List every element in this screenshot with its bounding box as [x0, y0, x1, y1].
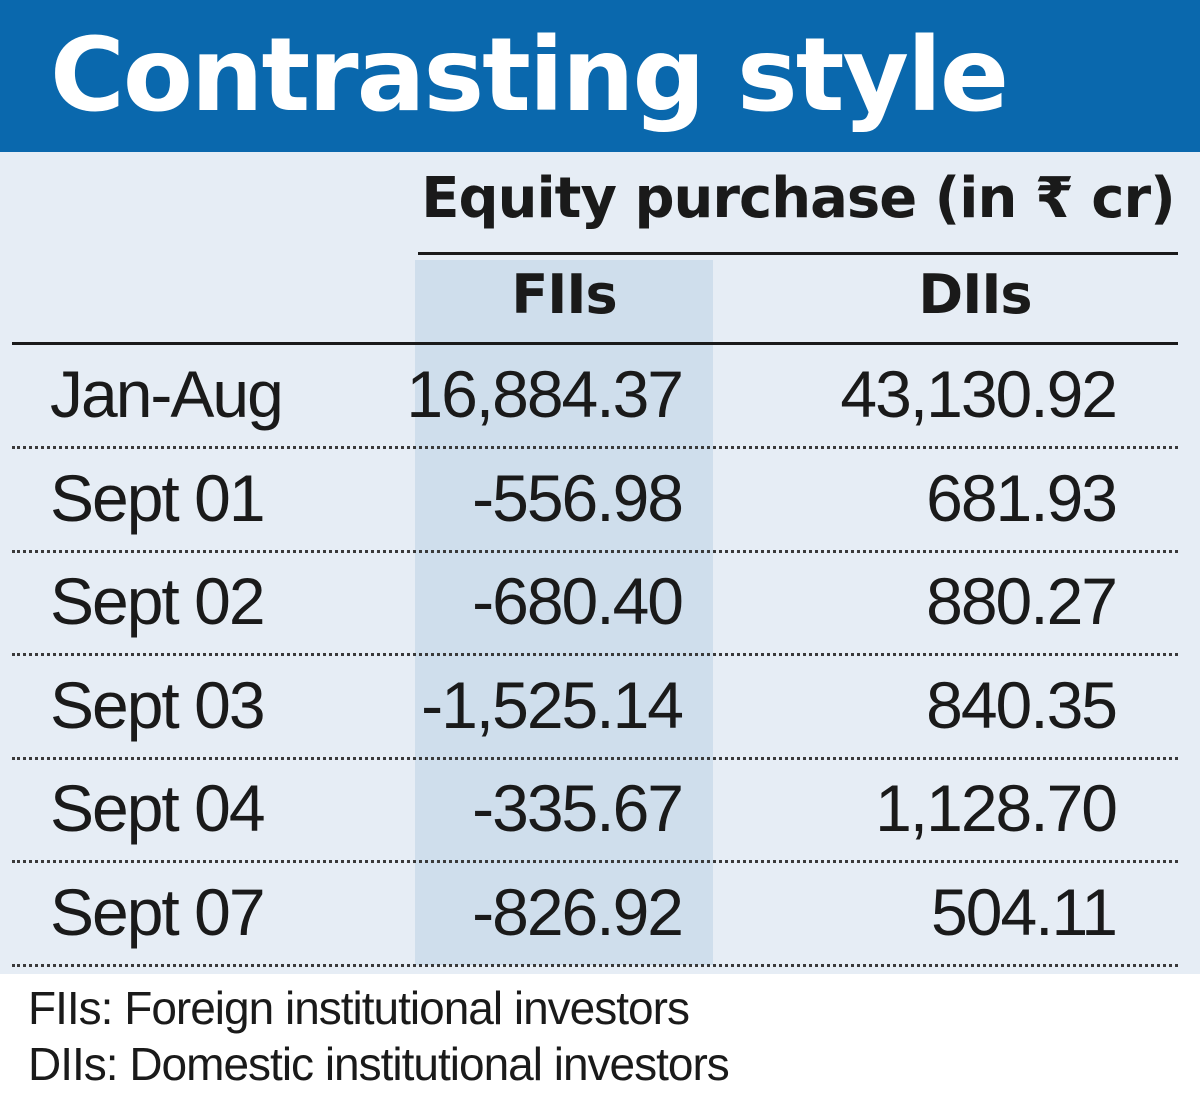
row-label: Sept 01 [50, 461, 266, 535]
group-header: Equity purchase (in ₹ cr) [421, 166, 1175, 231]
row-label: Sept 03 [50, 668, 266, 742]
row-label: Sept 02 [50, 564, 266, 638]
row-divider [12, 653, 1178, 656]
footnotes: FIIs: Foreign institutional investors DI… [28, 980, 1178, 1092]
title-bar: Contrasting style [0, 0, 1200, 152]
table-row: Sept 04 -335.67 1,128.70 [0, 760, 1200, 863]
table-row: Jan-Aug 16,884.37 43,130.92 [0, 346, 1200, 449]
row-divider [12, 550, 1178, 553]
row-label: Sept 07 [50, 875, 266, 949]
fii-value: -335.67 [472, 771, 684, 845]
dii-value: 504.11 [931, 875, 1118, 949]
footnote-fiis: FIIs: Foreign institutional investors [28, 982, 690, 1034]
fii-value: -556.98 [472, 461, 684, 535]
header-rule [12, 342, 1178, 345]
dii-value: 840.35 [926, 668, 1118, 742]
fii-value: -1,525.14 [421, 668, 684, 742]
dii-value: 1,128.70 [875, 771, 1118, 845]
row-divider [12, 446, 1178, 449]
dii-value: 43,130.92 [840, 357, 1118, 431]
group-header-rule [418, 252, 1178, 255]
fii-value: -680.40 [472, 564, 684, 638]
table-row: Sept 07 -826.92 504.11 [0, 864, 1200, 967]
column-header-fiis: FIIs [511, 263, 617, 326]
row-divider [12, 964, 1178, 967]
table-row: Sept 02 -680.40 880.27 [0, 553, 1200, 656]
footnote-diis: DIIs: Domestic institutional investors [28, 1038, 730, 1090]
table-row: Sept 03 -1,525.14 840.35 [0, 657, 1200, 760]
row-divider [12, 860, 1178, 863]
row-label: Jan-Aug [50, 357, 284, 431]
row-divider [12, 757, 1178, 760]
row-label: Sept 04 [50, 771, 266, 845]
fii-value: 16,884.37 [406, 357, 684, 431]
table-row: Sept 01 -556.98 681.93 [0, 450, 1200, 553]
chart-title: Contrasting style [50, 16, 1009, 135]
fii-column-highlight [415, 260, 713, 965]
dii-value: 681.93 [926, 461, 1118, 535]
dii-value: 880.27 [926, 564, 1118, 638]
fii-value: -826.92 [472, 875, 684, 949]
column-header-diis: DIIs [918, 263, 1032, 326]
